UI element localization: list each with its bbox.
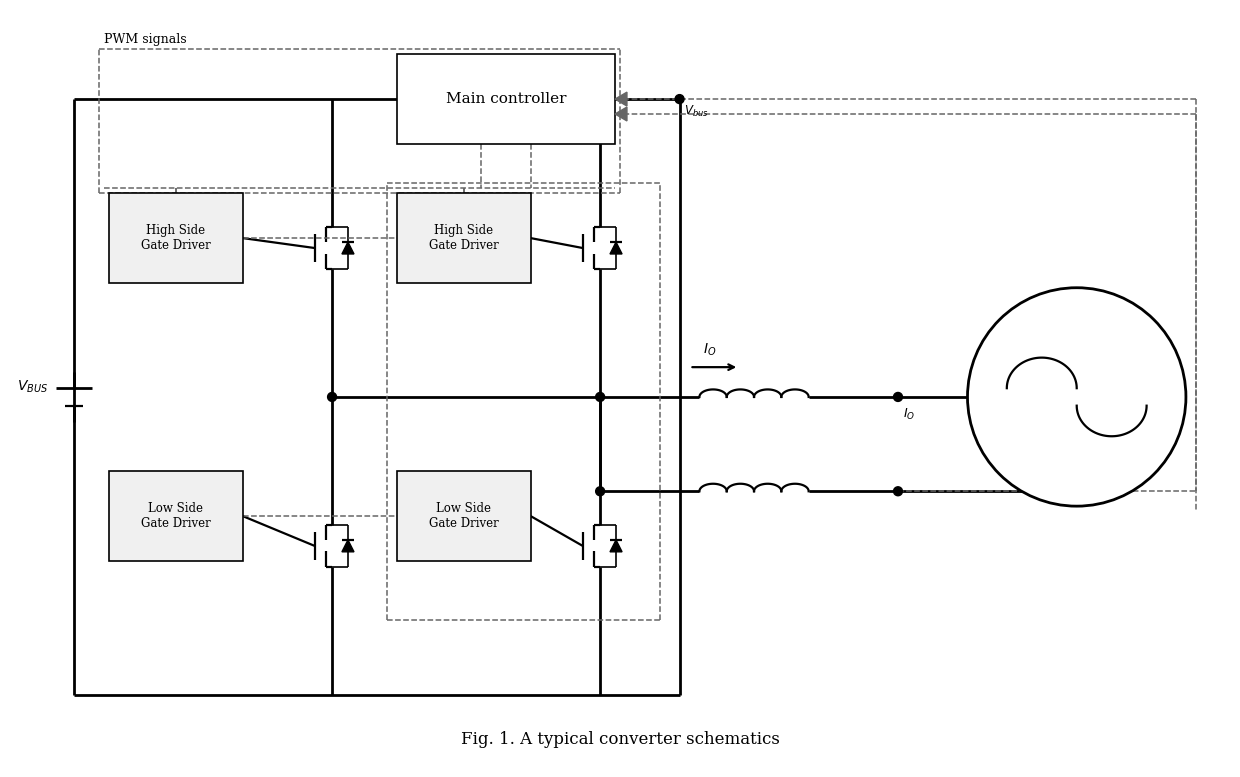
Text: $I_O$: $I_O$ [903,407,915,422]
Polygon shape [610,540,622,552]
Text: $V_{bus}$: $V_{bus}$ [683,104,708,119]
Text: Gate Driver: Gate Driver [429,239,498,253]
FancyBboxPatch shape [109,193,243,283]
Text: Low Side: Low Side [436,502,491,515]
Polygon shape [342,242,353,254]
Text: PWM signals: PWM signals [104,33,186,47]
Text: $I_O$: $I_O$ [703,342,715,358]
FancyBboxPatch shape [397,193,531,283]
Circle shape [595,392,605,402]
Circle shape [967,287,1185,506]
Text: Fig. 1. A typical converter schematics: Fig. 1. A typical converter schematics [460,731,780,748]
Circle shape [894,487,903,496]
Polygon shape [615,107,627,121]
FancyBboxPatch shape [109,472,243,561]
FancyBboxPatch shape [397,472,531,561]
Text: Low Side: Low Side [149,502,203,515]
Circle shape [595,487,605,496]
Text: Main controller: Main controller [445,92,567,106]
Text: Gate Driver: Gate Driver [141,517,211,530]
Polygon shape [342,540,353,552]
Text: $V_{BUS}$: $V_{BUS}$ [16,379,48,395]
Text: High Side: High Side [434,224,494,237]
Polygon shape [615,92,627,106]
Polygon shape [610,242,622,254]
Circle shape [675,95,684,103]
Text: Gate Driver: Gate Driver [429,517,498,530]
Text: High Side: High Side [146,224,206,237]
Circle shape [327,392,336,402]
FancyBboxPatch shape [397,54,615,144]
Text: Gate Driver: Gate Driver [141,239,211,253]
Circle shape [894,392,903,402]
